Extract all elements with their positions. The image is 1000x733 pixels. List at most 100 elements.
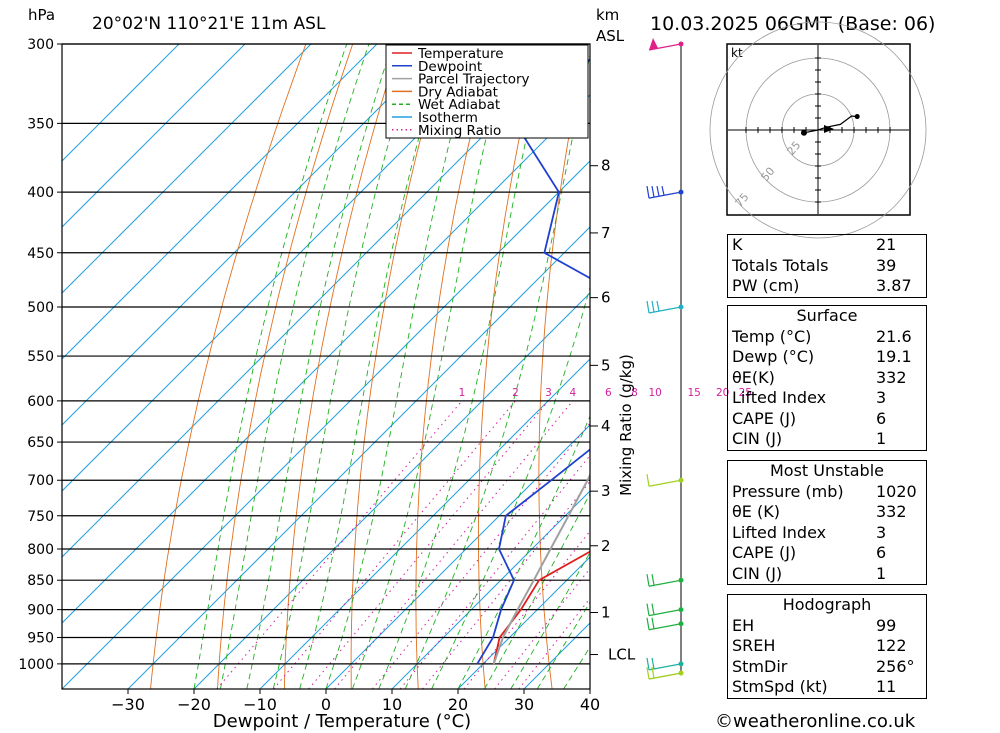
height-tick-label: 8	[601, 157, 611, 175]
wind-barb-tick	[646, 474, 650, 487]
eh-label: EH	[732, 615, 755, 635]
wind-barb-tick	[656, 300, 660, 312]
mixing-ratio-label: 20	[716, 387, 729, 399]
temperature-tick-label: 30	[514, 695, 534, 714]
isotherm-line	[62, 44, 510, 492]
pressure-tick-label: 450	[27, 246, 54, 262]
mixing-ratio-line	[518, 597, 590, 689]
height-tick-label: 3	[601, 482, 611, 500]
mixing-ratio-line	[399, 454, 590, 689]
legend-label: Dry Adiabat	[418, 84, 498, 100]
mixing-ratio-line	[494, 567, 590, 689]
dry-adiabat-line	[150, 44, 307, 689]
hpa-axis-unit: hPa	[28, 6, 55, 24]
wet-adiabat-line	[351, 44, 510, 689]
isotherm-line	[259, 358, 590, 689]
mu-theta-label: θE (K)	[732, 502, 780, 521]
pressure-tick-label: 500	[27, 300, 54, 316]
mu-pressure-value: 1020	[876, 481, 917, 501]
dry-adiabat-line	[283, 44, 400, 689]
mixing-ratio-label: 8	[631, 387, 638, 399]
wind-barb-staff	[648, 663, 682, 671]
height-tick-label: 1	[601, 603, 611, 621]
sreh-value: 122	[876, 636, 907, 655]
mu-li-label: Lifted Index	[732, 522, 827, 542]
temperature-tick-label: 40	[580, 695, 600, 714]
mu-cape-value: 6	[876, 543, 887, 562]
mixing-ratio-axis-title: Mixing Ratio (g/kg)	[617, 354, 635, 496]
pressure-tick-label: 850	[27, 573, 54, 589]
pressure-tick-label: 300	[27, 37, 54, 53]
surface-cape-label: CAPE (J)	[732, 408, 797, 428]
pressure-tick-label: 950	[27, 630, 54, 646]
sounding-datetime: 10.03.2025 06GMT (Base: 06)	[650, 13, 935, 35]
surface-temp-label: Temp (°C)	[732, 326, 812, 346]
legend-label: Wet Adiabat	[418, 97, 500, 113]
isotherm-line	[325, 424, 590, 689]
wet-adiabat-line	[404, 53, 590, 689]
wet-adiabat-line	[378, 44, 549, 689]
height-tick-label: 4	[601, 417, 611, 435]
isotherm-line	[62, 44, 444, 426]
wet-adiabat-line	[457, 415, 590, 689]
dry-adiabat-line	[217, 44, 354, 689]
wind-barb-tick	[651, 300, 655, 313]
stmspd-label: StmSpd (kt)	[732, 677, 828, 696]
isotherm-line	[193, 292, 590, 689]
wind-barb-tick	[646, 300, 650, 314]
hodograph-unit: kt	[731, 46, 743, 60]
stmdir-value: 256°	[876, 656, 915, 676]
mixing-ratio-label: 6	[605, 387, 612, 399]
stmdir-label: StmDir	[732, 656, 788, 676]
mixing-ratio-line	[273, 400, 516, 689]
surface-theta-label: θE(K)	[732, 367, 775, 387]
station-location: 20°02'N 110°21'E 11m ASL	[92, 14, 326, 34]
wind-barb-tick	[651, 666, 655, 679]
copyright: ©weatheronline.co.uk	[715, 711, 916, 732]
legend-label: Temperature	[417, 46, 504, 62]
pressure-tick-label: 350	[27, 116, 54, 132]
dry-adiabat-line	[538, 44, 588, 689]
dry-adiabat-line	[350, 44, 447, 689]
wet-adiabat-line	[325, 44, 476, 689]
surface-li-label: Lifted Index	[732, 388, 827, 407]
wind-barb-tick	[651, 617, 655, 629]
hodo-title: Hodograph	[782, 595, 872, 614]
wind-barb-staff	[648, 623, 682, 631]
mixing-ratio-label: 3	[545, 387, 552, 399]
stmspd-value: 11	[876, 677, 897, 696]
eh-value: 99	[876, 615, 897, 635]
wind-barb-tick	[656, 185, 660, 197]
hodograph-ring	[709, 21, 927, 239]
series-parcel-trajectory	[492, 472, 590, 665]
mixing-ratio-label: 25	[739, 387, 752, 399]
storm-motion-marker	[824, 125, 834, 133]
surface-temp-value: 21.6	[876, 326, 912, 346]
wind-barb-staff	[648, 672, 682, 680]
plot-frame	[61, 43, 591, 690]
indices-table: K 21 Totals Totals 39 PW (cm) 3.87	[727, 234, 927, 298]
mu-li-value: 3	[876, 522, 887, 542]
tt-label: Totals Totals	[732, 255, 829, 275]
temperature-tick-label: 0	[321, 695, 331, 714]
isotherm-line	[127, 226, 590, 689]
pressure-tick-label: 400	[27, 185, 54, 201]
wet-adiabat-line	[484, 492, 590, 689]
pressure-tick-label: 750	[27, 509, 54, 525]
mixing-ratio-line	[308, 400, 549, 689]
mixing-ratio-label: 4	[569, 387, 576, 399]
wind-barb-tick	[646, 617, 650, 630]
temperature-tick-label: 10	[382, 695, 402, 714]
mixing-ratio-label: 10	[649, 387, 662, 399]
mu-cape-label: CAPE (J)	[732, 543, 797, 562]
asl-axis-unit: ASL	[596, 27, 625, 45]
mixing-ratio-label: 2	[512, 387, 519, 399]
hodograph-end-dot	[854, 114, 860, 120]
surface-cin-value: 1	[876, 429, 887, 448]
mixing-ratio-label: 15	[687, 387, 700, 399]
surface-theta-value: 332	[876, 367, 907, 387]
isotherm-line	[62, 160, 590, 689]
sreh-label: SREH	[732, 636, 776, 655]
